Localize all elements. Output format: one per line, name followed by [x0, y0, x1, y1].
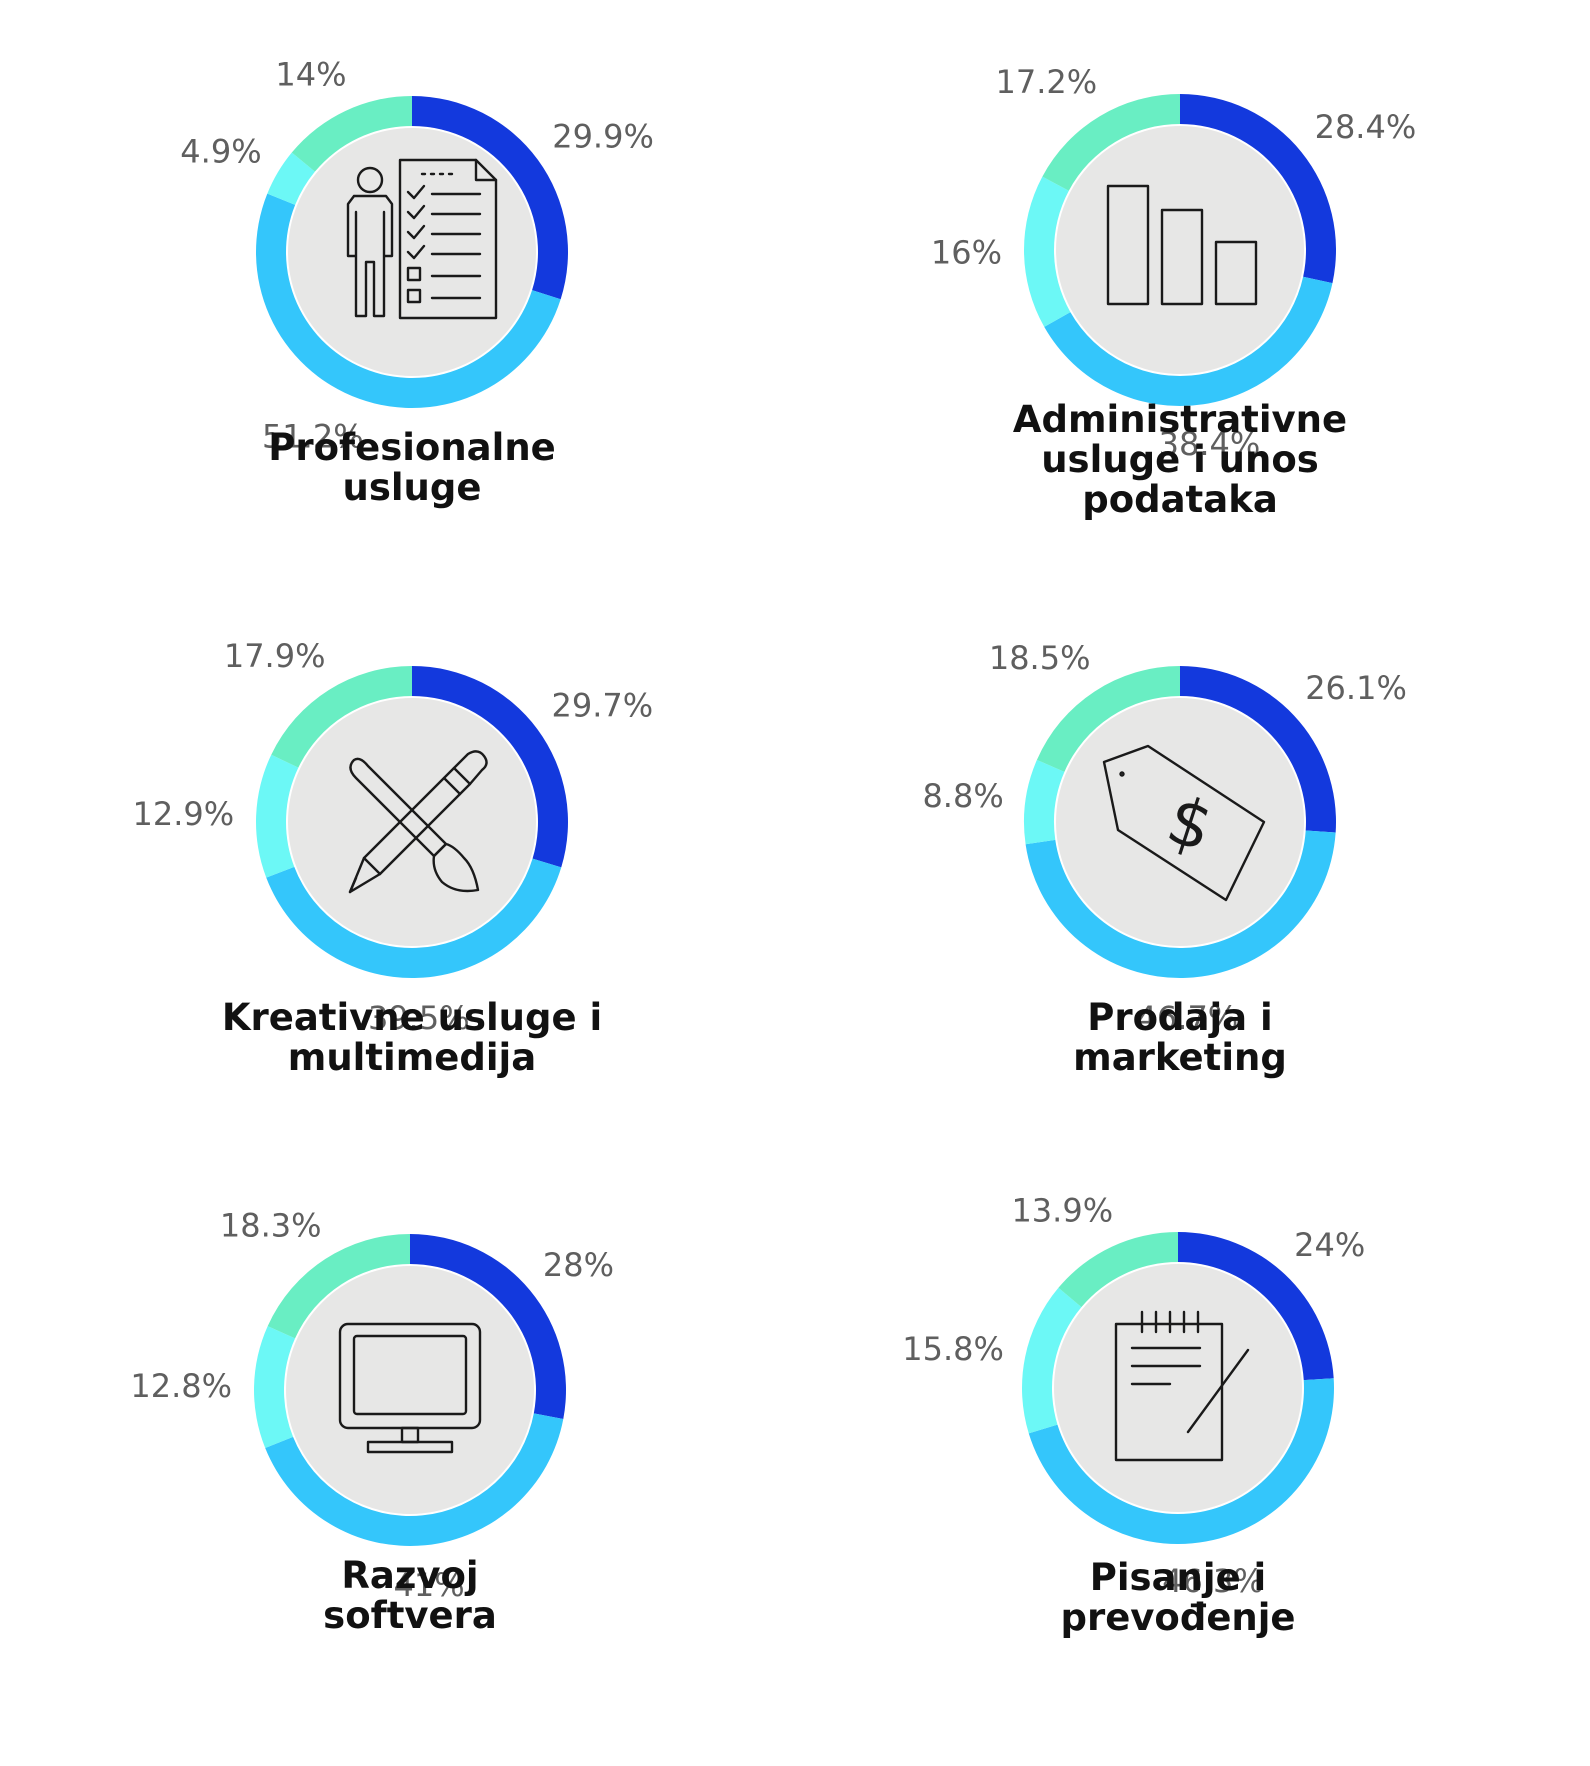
- donut-center: [1054, 1264, 1302, 1512]
- donut-segment: [254, 1326, 296, 1449]
- chart-title-line: prevođenje: [1060, 1596, 1295, 1639]
- donut-chart-3: 29.7% 39.5% 12.9% 17.9% Kreativne usluge imu…: [133, 637, 654, 1079]
- donut-chart-2: 28.4% 38.4% 16% 17.2% Administrativneusluge …: [931, 63, 1416, 521]
- chart-title-line: multimedija: [288, 1036, 536, 1079]
- slice-label: 17.9%: [224, 637, 326, 675]
- slice-label: 46.7%: [1137, 999, 1239, 1037]
- donut-segment: [1180, 93, 1337, 284]
- chart-title-line: Kreativne usluge i: [222, 996, 602, 1039]
- donut-center: [286, 1266, 534, 1514]
- slice-label: 38.4%: [1159, 425, 1261, 463]
- donut-segment: [1024, 176, 1071, 327]
- chart-title-line: marketing: [1073, 1036, 1287, 1079]
- slice-label: 41%: [393, 1566, 464, 1604]
- donut-segment: [1022, 1287, 1082, 1434]
- professional-services-icon: [346, 158, 498, 320]
- donut-segment: [265, 1413, 564, 1546]
- donut-segment: [1178, 1232, 1334, 1381]
- donut-segment: [255, 754, 299, 878]
- slice-label: 14%: [275, 56, 346, 94]
- slice-label: 18.5%: [989, 639, 1091, 677]
- chart-title-line: Administrativne: [1013, 398, 1347, 441]
- slice-label: 29.7%: [551, 686, 653, 724]
- donut-center: [1056, 698, 1304, 946]
- slice-label: 29.9%: [552, 117, 654, 155]
- chart-title-line: Razvoj: [341, 1554, 478, 1597]
- slice-label: 17.2%: [996, 63, 1098, 101]
- monitor-icon: [338, 1322, 482, 1454]
- donut-segment: [1024, 759, 1065, 845]
- slice-label: 26.1%: [1305, 669, 1407, 707]
- slice-label: 51.2%: [262, 417, 364, 455]
- slice-label: 28.4%: [1315, 108, 1417, 146]
- slice-label: 28%: [543, 1246, 614, 1284]
- donut-segment: [1042, 94, 1180, 191]
- chart-title-line: Profesionalne: [268, 426, 556, 469]
- slice-label: 15.8%: [902, 1330, 1004, 1368]
- bar-chart-icon: [1106, 184, 1258, 306]
- donut-segment: [1028, 1378, 1334, 1544]
- donut-segment: [266, 858, 562, 978]
- slice-label: 39.5%: [368, 999, 470, 1037]
- pencil-brush-icon: [348, 750, 488, 894]
- donut-segment: [410, 1234, 566, 1419]
- donut-center: [1056, 126, 1304, 374]
- notepad-icon: [1114, 1310, 1250, 1462]
- donut-segment: [271, 666, 412, 768]
- donut-segment: [1058, 1232, 1178, 1308]
- slice-label: 18.3%: [220, 1206, 322, 1244]
- chart-title-line: podataka: [1082, 478, 1278, 521]
- slice-label: 8.8%: [922, 777, 1003, 815]
- donut-segment: [256, 193, 561, 408]
- donut-center: [288, 698, 536, 946]
- donut-center: [288, 128, 536, 376]
- slice-label: 4.9%: [180, 133, 261, 171]
- chart-title-line: softvera: [323, 1594, 497, 1637]
- donut-segment: [1025, 830, 1336, 978]
- slice-label: 12.9%: [133, 795, 235, 833]
- donut-segment: [412, 666, 568, 868]
- slice-label: 24%: [1294, 1226, 1365, 1264]
- slice-label: 12.8%: [130, 1367, 232, 1405]
- slice-label: 16%: [931, 233, 1002, 271]
- donut-segment: [412, 96, 568, 300]
- donut-segment: [1036, 666, 1180, 772]
- chart-title-line: usluge i unos: [1041, 438, 1319, 481]
- slice-label: 46.3%: [1162, 1562, 1264, 1600]
- chart-title-line: Prodaja i: [1087, 996, 1272, 1039]
- donut-segment: [291, 96, 412, 172]
- chart-title-line: Pisanje i: [1090, 1556, 1266, 1599]
- chart-title-line: usluge: [343, 466, 482, 509]
- slice-label: 13.9%: [1011, 1191, 1113, 1229]
- donut-segment: [1180, 666, 1336, 833]
- donut-segment: [1044, 276, 1333, 407]
- donut-segment: [267, 152, 315, 205]
- donut-segment: [267, 1234, 410, 1339]
